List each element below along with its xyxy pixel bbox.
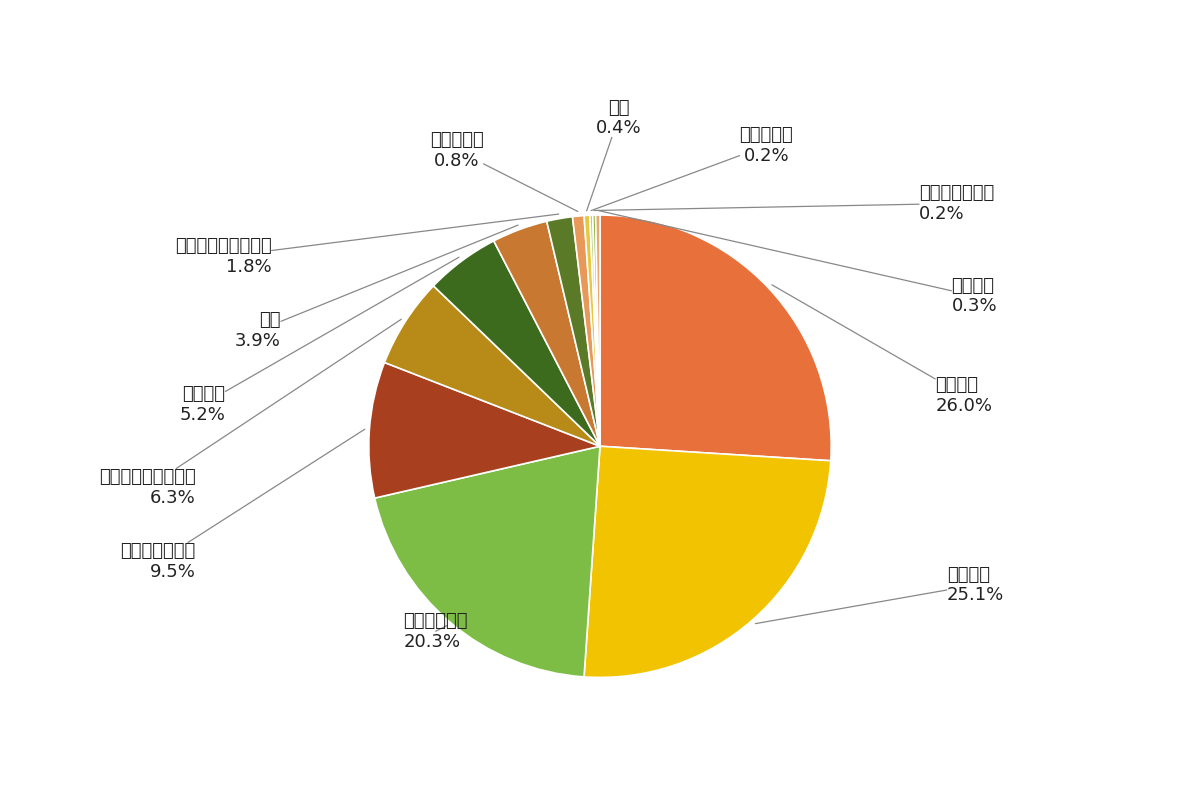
Text: 浴衣姿で街歩き
9.5%: 浴衣姿で街歩き 9.5%	[120, 430, 365, 582]
Text: 食べ歩き
25.1%: 食べ歩き 25.1%	[756, 566, 1004, 624]
Wedge shape	[584, 446, 830, 678]
Wedge shape	[600, 215, 832, 461]
Wedge shape	[493, 222, 600, 446]
Wedge shape	[433, 241, 600, 446]
Wedge shape	[547, 217, 600, 446]
Wedge shape	[374, 446, 600, 677]
Wedge shape	[595, 215, 600, 446]
Wedge shape	[572, 215, 600, 446]
Wedge shape	[593, 215, 600, 446]
Text: 湯めぐり
26.0%: 湯めぐり 26.0%	[772, 285, 992, 414]
Text: 寺社仏閣めぐり
0.2%: 寺社仏閣めぐり 0.2%	[594, 184, 995, 223]
Text: 遊技場（射的など）
1.8%: 遊技場（射的など） 1.8%	[175, 214, 559, 276]
Wedge shape	[584, 215, 600, 446]
Text: ライトアップを見る
6.3%: ライトアップを見る 6.3%	[98, 319, 401, 507]
Text: 散策
0.4%: 散策 0.4%	[587, 98, 641, 210]
Text: 飲み歩き
5.2%: 飲み歩き 5.2%	[180, 258, 458, 424]
Text: そのほか
0.3%: そのほか 0.3%	[598, 210, 997, 315]
Wedge shape	[384, 286, 600, 446]
Wedge shape	[590, 215, 600, 446]
Text: おみやげ探し
20.3%: おみやげ探し 20.3%	[403, 612, 468, 650]
Wedge shape	[368, 362, 600, 498]
Text: 景色を見る
0.2%: 景色を見る 0.2%	[592, 126, 793, 210]
Text: 足湯
3.9%: 足湯 3.9%	[235, 225, 518, 350]
Text: 宿を楽しむ
0.8%: 宿を楽しむ 0.8%	[430, 131, 578, 211]
